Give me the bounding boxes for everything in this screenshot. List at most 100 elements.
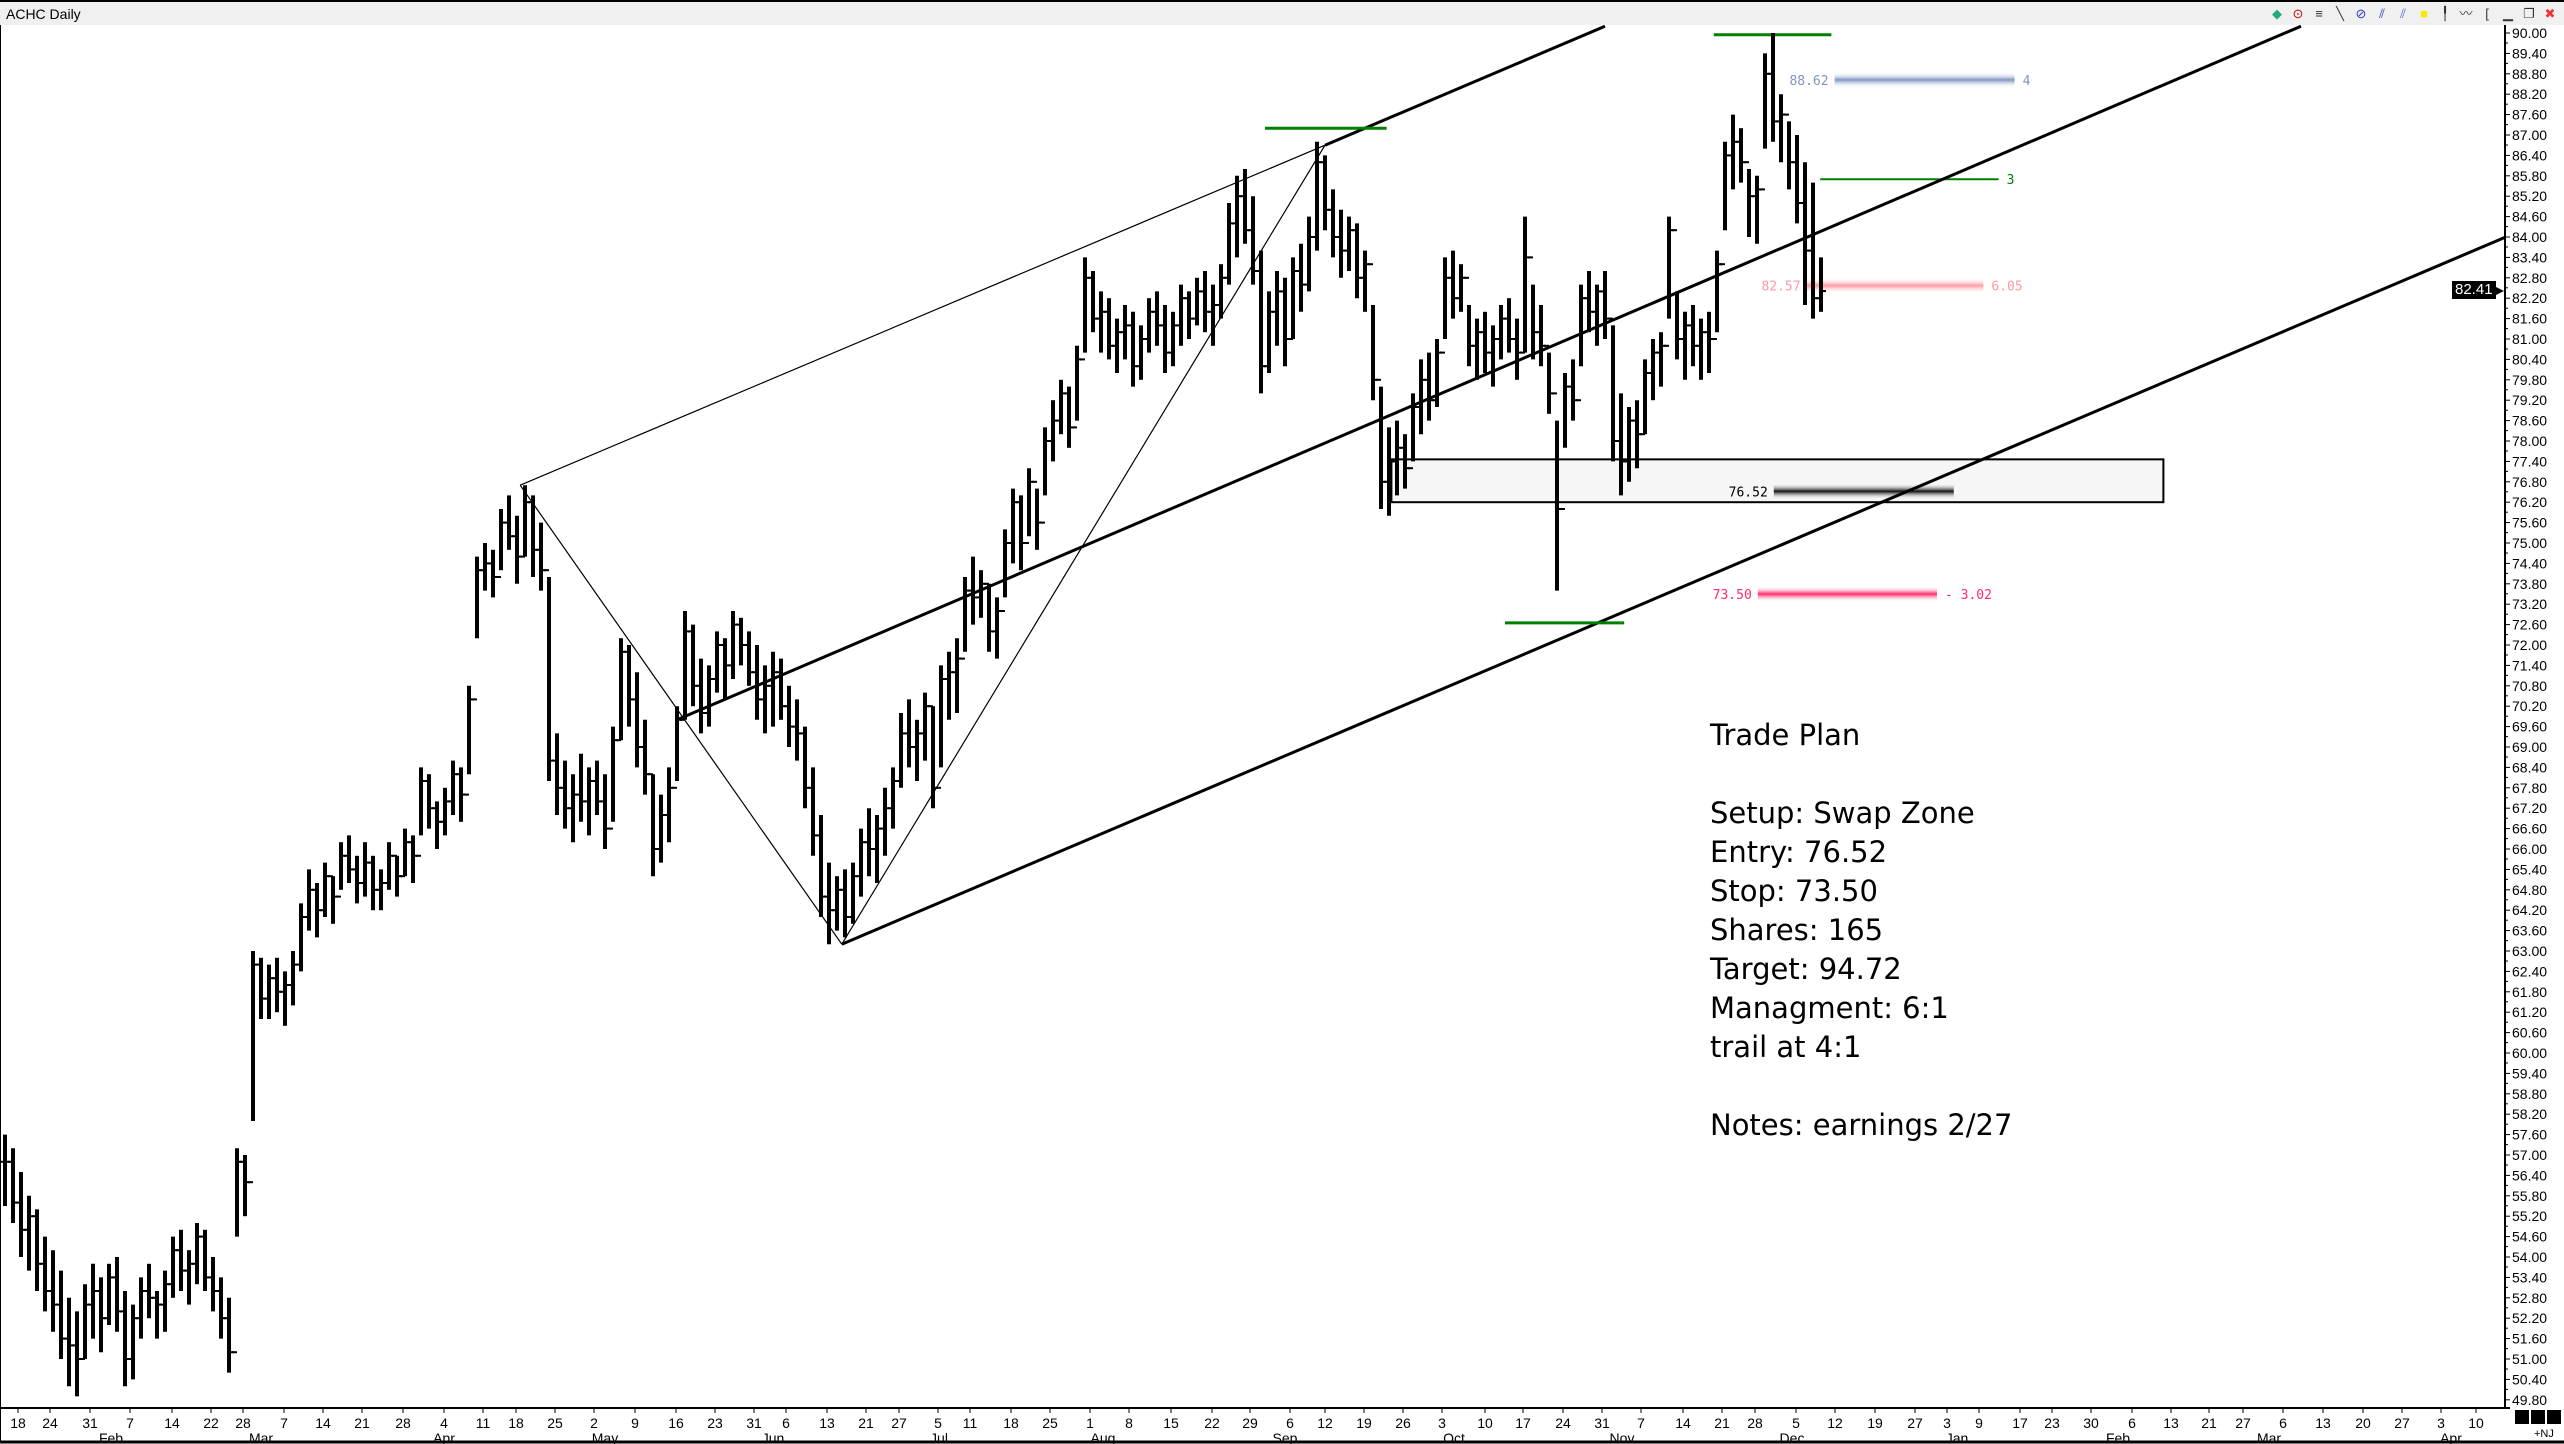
price-bar — [584, 767, 594, 836]
bracket-icon[interactable]: [ — [2485, 6, 2489, 21]
price-bar — [1680, 311, 1690, 380]
time-day-label: 14 — [164, 1415, 180, 1431]
price-bar — [1608, 317, 1618, 462]
time-day-label: 21 — [1714, 1415, 1730, 1431]
price-bar — [384, 842, 394, 890]
price-bar — [920, 692, 930, 761]
price-bar — [616, 638, 626, 742]
price-bar — [1128, 311, 1138, 387]
price-tick-label: 60.60 — [2512, 1025, 2547, 1041]
status-square[interactable] — [2531, 1410, 2545, 1424]
price-bar — [832, 876, 842, 931]
price-bar — [808, 767, 818, 856]
zigzag-icon[interactable]: 〰 — [2459, 6, 2473, 21]
price-bar — [1072, 345, 1082, 429]
price-tick-label: 69.00 — [2512, 739, 2547, 755]
highlight-icon[interactable]: ■ — [2420, 6, 2428, 21]
price-bar — [728, 611, 738, 679]
restore-icon[interactable]: ❐ — [2523, 6, 2535, 21]
price-bar — [848, 862, 858, 924]
price-bar — [240, 1155, 250, 1217]
price-bar — [440, 787, 450, 836]
price-bar — [1744, 161, 1754, 237]
chart-title: ACHC Daily — [6, 6, 81, 22]
time-day-label: 26 — [1395, 1415, 1411, 1431]
time-day-label: 3 — [1943, 1415, 1951, 1431]
price-tick-label: 87.00 — [2512, 127, 2547, 143]
trade-plan-stop: Stop: 73.50 — [1710, 874, 1878, 908]
price-tick-label: 51.60 — [2512, 1331, 2547, 1347]
price-tick-label: 76.20 — [2512, 494, 2547, 510]
price-tick-label: 69.60 — [2512, 719, 2547, 735]
time-month-label: Jun — [762, 1430, 785, 1444]
price-bar — [56, 1270, 66, 1359]
price-bar — [1024, 468, 1034, 544]
price-bar — [1816, 257, 1826, 312]
price-bar — [104, 1263, 114, 1325]
price-bar — [1568, 359, 1578, 421]
stop-level-bar — [1757, 586, 1937, 602]
price-bar — [784, 685, 794, 747]
cursor-icon[interactable]: ╿ — [2441, 6, 2449, 21]
price-bar — [1376, 378, 1386, 509]
price-bar — [176, 1229, 186, 1291]
trendline-icon[interactable]: ╲ — [2336, 6, 2344, 21]
price-bar — [1136, 325, 1146, 380]
price-bar — [984, 582, 994, 652]
pitchfork-icon[interactable]: ⫽ — [2379, 6, 2385, 21]
price-bar — [1440, 257, 1450, 354]
price-tick-label: 66.00 — [2512, 841, 2547, 857]
price-bar — [1152, 291, 1162, 346]
price-bar — [720, 638, 730, 700]
price-bar — [432, 801, 442, 849]
crosshair-icon[interactable]: ⊙ — [2292, 6, 2304, 21]
price-bar — [1736, 128, 1746, 183]
price-tick-label: 88.20 — [2512, 86, 2547, 102]
close-icon[interactable]: ✖ — [2544, 6, 2556, 21]
fibonacci-icon[interactable]: ⊘ — [2355, 6, 2367, 21]
entry-price-label: 76.52 — [1729, 485, 1768, 500]
trade-plan-target: Target: 94.72 — [1710, 952, 1902, 986]
price-bar — [464, 685, 474, 796]
time-month-label: Dec — [1780, 1430, 1805, 1444]
price-bar — [1328, 189, 1338, 258]
time-day-label: 25 — [1042, 1415, 1058, 1431]
time-day-label: 31 — [1594, 1415, 1610, 1431]
price-bar — [944, 651, 954, 720]
price-bar — [768, 651, 778, 727]
price-bar — [328, 875, 338, 924]
chart-type-icon[interactable]: ◆ — [2272, 6, 2282, 21]
time-day-label: 6 — [1286, 1415, 1294, 1431]
last-price-arrow-icon — [2496, 287, 2504, 296]
price-bar — [1592, 284, 1602, 346]
price-tick-label: 73.20 — [2512, 596, 2547, 612]
price-bar — [592, 760, 602, 815]
time-day-label: 25 — [547, 1415, 563, 1431]
price-bar — [872, 815, 882, 883]
pitchfork-upper-trendline — [1324, 25, 1606, 147]
status-square[interactable] — [2515, 1410, 2529, 1424]
time-day-label: 21 — [2201, 1415, 2217, 1431]
status-square[interactable] — [2547, 1410, 2561, 1424]
price-bar — [1416, 359, 1426, 435]
price-chart[interactable]: 88.62 4 3 82.57 6.05 76.52 73.50 - 3.02 90.00 89.… — [0, 25, 2564, 1444]
price-bar — [856, 828, 866, 897]
price-tick-label: 58.80 — [2512, 1086, 2547, 1102]
price-bar — [1696, 318, 1706, 380]
price-tick-label: 68.40 — [2512, 759, 2547, 775]
minimize-icon[interactable]: ▁ — [2503, 6, 2513, 21]
text-annotation-icon[interactable]: ≡ — [2315, 6, 2323, 21]
price-bar — [960, 577, 970, 660]
price-bar — [1344, 216, 1354, 271]
time-day-label: 3 — [1438, 1415, 1446, 1431]
price-bar — [1448, 250, 1458, 319]
time-day-label: 9 — [631, 1415, 639, 1431]
price-bar — [352, 855, 362, 904]
channel-icon[interactable]: ⫽ — [2400, 6, 2406, 21]
price-tick-label: 72.00 — [2512, 637, 2547, 653]
trade-plan-setup: Setup: Swap Zone — [1710, 796, 1975, 830]
time-day-label: 24 — [42, 1415, 58, 1431]
target-level-bar — [1834, 71, 2015, 88]
time-month-label: Apr — [2440, 1430, 2462, 1444]
window-top-border — [0, 0, 2564, 2]
